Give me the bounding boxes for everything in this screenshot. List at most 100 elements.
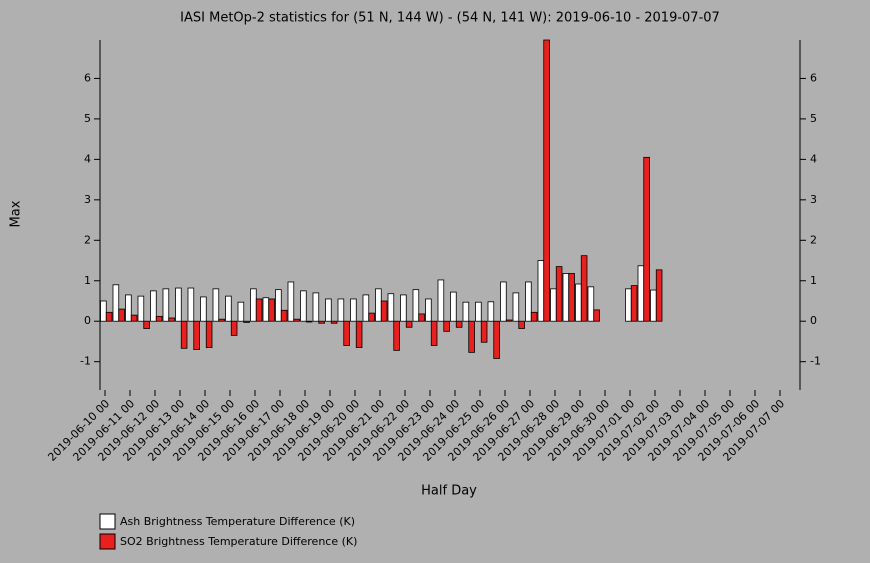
bar: [637, 265, 645, 322]
bar: [493, 320, 500, 359]
bar: [212, 288, 220, 322]
bar: [575, 283, 582, 322]
bar: [250, 288, 257, 322]
bar: [118, 308, 125, 322]
y-tick-label: 6: [84, 71, 91, 84]
bar: [468, 320, 475, 353]
bar: [555, 266, 563, 322]
bar: [405, 320, 413, 328]
bar: [112, 284, 120, 322]
y-tick-label-right: 1: [810, 274, 817, 287]
chart-title: IASI MetOp-2 statistics for (51 N, 144 W…: [180, 11, 720, 26]
y-axis-label: Max: [9, 200, 24, 227]
bar: [387, 293, 395, 322]
bar: [280, 309, 288, 322]
x-axis-label: Half Day: [421, 484, 477, 499]
bar: [130, 314, 138, 322]
bar: [175, 287, 182, 322]
bar: [593, 309, 600, 322]
bar: [650, 289, 657, 322]
bar: [512, 292, 520, 322]
bar: [425, 298, 432, 322]
bar: [393, 320, 400, 351]
bar: [105, 311, 113, 322]
bar: [155, 315, 163, 322]
bar: [125, 294, 132, 322]
y-tick-label: 4: [84, 152, 91, 165]
y-tick-label-right: 4: [810, 152, 817, 165]
bar: [230, 320, 238, 336]
bar: [643, 156, 650, 322]
bar: [487, 301, 495, 322]
bar: [275, 289, 282, 322]
bar: [568, 273, 575, 322]
y-tick-label-right: 2: [810, 233, 817, 246]
bar: [337, 298, 345, 322]
bar: [318, 320, 325, 324]
bar: [150, 290, 157, 322]
bar: [243, 320, 250, 323]
bar: [237, 301, 245, 322]
bar: [355, 320, 363, 348]
bar: [518, 320, 525, 329]
legend-swatch: [99, 513, 116, 530]
y-tick-label: 2: [84, 233, 91, 246]
bar: [200, 296, 207, 322]
bar: [380, 300, 388, 322]
bar: [437, 279, 445, 322]
bar: [218, 318, 225, 322]
legend-swatch: [99, 533, 116, 550]
y-tick-label-right: 0: [810, 314, 817, 327]
bar: [480, 320, 488, 343]
bar: [625, 288, 632, 322]
bar: [187, 287, 195, 322]
bar: [137, 295, 145, 322]
bar: [268, 298, 275, 322]
bar: [205, 320, 213, 348]
bar: [375, 288, 382, 322]
bar: [305, 320, 313, 323]
bar: [143, 320, 150, 329]
bar: [255, 298, 263, 322]
bar: [100, 300, 107, 322]
bar: [500, 281, 507, 322]
bar: [587, 286, 595, 322]
y-tick-label: 1: [84, 274, 91, 287]
bar: [287, 281, 295, 322]
bar: [412, 289, 420, 322]
bar: [312, 292, 320, 322]
bar: [505, 319, 513, 322]
bar: [225, 295, 232, 322]
bar: [562, 273, 570, 322]
y-tick-label: 5: [84, 112, 91, 125]
y-tick-label-right: 6: [810, 71, 817, 84]
y-tick-label-right: 3: [810, 193, 817, 206]
bar: [543, 39, 550, 322]
bar: [462, 301, 470, 322]
bar: [455, 320, 463, 328]
bar: [325, 298, 332, 322]
bar: [443, 320, 450, 332]
bar: [168, 317, 175, 322]
bar: [350, 298, 357, 322]
y-tick-label: 0: [84, 314, 91, 327]
bar: [300, 290, 307, 322]
bar: [362, 294, 370, 322]
y-tick-label-right: -1: [810, 355, 821, 368]
bar: [530, 311, 538, 322]
bar: [655, 269, 663, 322]
bar: [330, 320, 338, 324]
bar: [430, 320, 438, 346]
bar: [550, 288, 557, 322]
bar: [580, 255, 588, 322]
bar: [193, 320, 200, 350]
bar: [630, 285, 638, 322]
bar: [293, 318, 300, 322]
y-tick-label-right: 5: [810, 112, 817, 125]
bar: [537, 260, 545, 322]
bar: [368, 312, 375, 322]
bar: [450, 291, 457, 322]
legend-label: Ash Brightness Temperature Difference (K…: [120, 515, 355, 528]
legend-label: SO2 Brightness Temperature Difference (K…: [120, 535, 357, 548]
